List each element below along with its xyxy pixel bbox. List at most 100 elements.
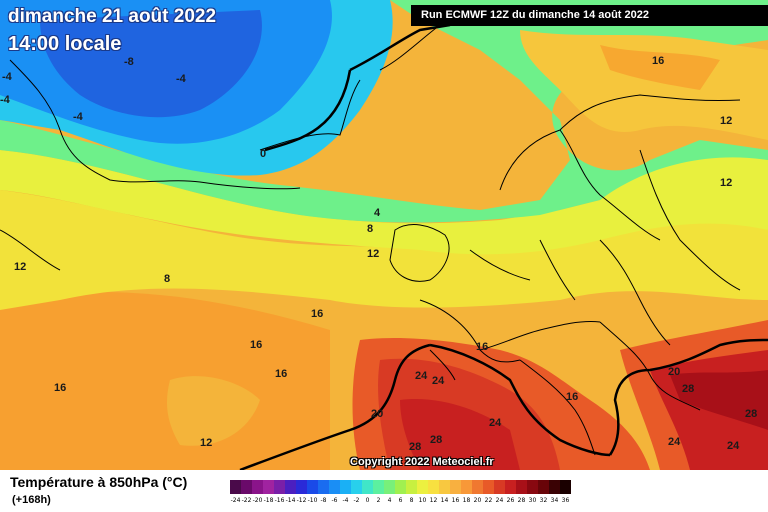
scale-swatch <box>318 480 329 494</box>
isotherm-label: 8 <box>367 223 373 235</box>
isotherm-label: 28 <box>430 434 442 446</box>
copyright-text: Copyright 2022 Meteociel.fr <box>350 456 494 468</box>
scale-label: -20 <box>252 497 263 504</box>
isotherm-label: -4 <box>73 111 84 123</box>
scale-label: -16 <box>274 497 285 504</box>
scale-label: 26 <box>506 497 515 504</box>
scale-swatch <box>263 480 274 494</box>
scale-swatch <box>252 480 263 494</box>
forecast-time: 14:00 locale <box>8 33 122 55</box>
isotherm-label: 24 <box>668 436 681 448</box>
scale-swatch <box>296 480 307 494</box>
scale-label: -18 <box>263 497 274 504</box>
scale-swatch <box>417 480 428 494</box>
scale-label: 12 <box>429 497 438 504</box>
scale-swatch <box>483 480 494 494</box>
scale-label: -4 <box>342 497 349 504</box>
scale-swatch <box>241 480 252 494</box>
scale-label: 10 <box>418 497 427 504</box>
forecast-date: dimanche 21 août 2022 <box>8 6 217 27</box>
scale-label: -10 <box>307 497 318 504</box>
scale-swatch <box>307 480 318 494</box>
temperature-map: -8 -4 -4 -4 -4 0 4 8 12 12 16 16 16 16 1… <box>0 0 768 470</box>
isotherm-label: 28 <box>745 408 757 420</box>
isotherm-label: 24 <box>415 370 428 382</box>
isotherm-label: 12 <box>14 261 26 273</box>
scale-swatch <box>340 480 351 494</box>
scale-swatch <box>439 480 450 494</box>
scale-swatch <box>351 480 362 494</box>
isotherm-label: 24 <box>727 440 740 452</box>
scale-label: 32 <box>539 497 548 504</box>
isotherm-label: 16 <box>476 341 488 353</box>
scale-label: -14 <box>285 497 296 504</box>
isotherm-label: 28 <box>682 383 694 395</box>
scale-label: 18 <box>462 497 471 504</box>
scale-label: -2 <box>353 497 360 504</box>
isotherm-label: 16 <box>311 308 323 320</box>
isotherm-label: 28 <box>409 441 421 453</box>
isotherm-label: 12 <box>720 115 732 127</box>
scale-label: 36 <box>561 497 570 504</box>
scale-label: -6 <box>331 497 338 504</box>
scale-label: 6 <box>398 497 403 504</box>
scale-label: -22 <box>241 497 252 504</box>
scale-swatch <box>450 480 461 494</box>
isotherm-label: 12 <box>720 177 732 189</box>
scale-swatch <box>384 480 395 494</box>
scale-swatch <box>362 480 373 494</box>
scale-label: 20 <box>473 497 482 504</box>
scale-label: 14 <box>440 497 449 504</box>
isotherm-label: 20 <box>668 366 680 378</box>
isotherm-label: 12 <box>367 248 379 260</box>
scale-swatch <box>406 480 417 494</box>
scale-swatch <box>395 480 406 494</box>
isotherm-label: 20 <box>371 408 383 420</box>
scale-swatch <box>549 480 560 494</box>
isotherm-label: 4 <box>374 207 381 219</box>
scale-swatch <box>274 480 285 494</box>
isotherm-label: 16 <box>54 382 66 394</box>
color-scale-labels: -24 -22 -20 -18 -16 -14 -12 -10 -8 -6 -4 -2 0 2 4 6 8 10 1… <box>230 497 571 507</box>
scale-swatch <box>560 480 571 494</box>
scale-swatch <box>230 480 241 494</box>
scale-label: 28 <box>517 497 526 504</box>
model-run-banner: Run ECMWF 12Z du dimanche 14 août 2022 <box>411 5 768 26</box>
scale-swatch <box>285 480 296 494</box>
isotherm-label: -4 <box>0 94 11 106</box>
scale-label: 30 <box>528 497 537 504</box>
isotherm-label: -4 <box>2 71 13 83</box>
scale-swatch <box>527 480 538 494</box>
isotherm-label: 16 <box>275 368 287 380</box>
isotherm-label: 12 <box>200 437 212 449</box>
legend-bar: Température à 850hPa (°C) (+168h) -24 -22… <box>0 470 768 512</box>
scale-swatch <box>472 480 483 494</box>
scale-label: 22 <box>484 497 493 504</box>
isotherm-label: 24 <box>489 417 502 429</box>
scale-label: 4 <box>387 497 392 504</box>
scale-swatch <box>538 480 549 494</box>
legend-title: Température à 850hPa (°C) <box>10 474 188 490</box>
isotherm-label: 16 <box>566 391 578 403</box>
isotherm-label: -8 <box>124 56 134 68</box>
legend-subtitle: (+168h) <box>12 494 51 506</box>
scale-label: 0 <box>365 497 370 504</box>
scale-swatch <box>329 480 340 494</box>
isotherm-label: 8 <box>164 273 170 285</box>
scale-swatch <box>461 480 472 494</box>
isotherm-label: 24 <box>432 375 445 387</box>
scale-label: -12 <box>296 497 307 504</box>
scale-label: -24 <box>230 497 241 504</box>
scale-swatch <box>505 480 516 494</box>
scale-label: 8 <box>409 497 414 504</box>
scale-swatch <box>428 480 439 494</box>
scale-swatch <box>516 480 527 494</box>
scale-label: -8 <box>320 497 327 504</box>
scale-label: 2 <box>376 497 381 504</box>
isotherm-label: 16 <box>250 339 262 351</box>
color-scale <box>230 480 571 494</box>
scale-swatch <box>494 480 505 494</box>
scale-label: 34 <box>550 497 559 504</box>
isotherm-label: 0 <box>260 148 266 160</box>
isotherm-label: 16 <box>652 55 664 67</box>
